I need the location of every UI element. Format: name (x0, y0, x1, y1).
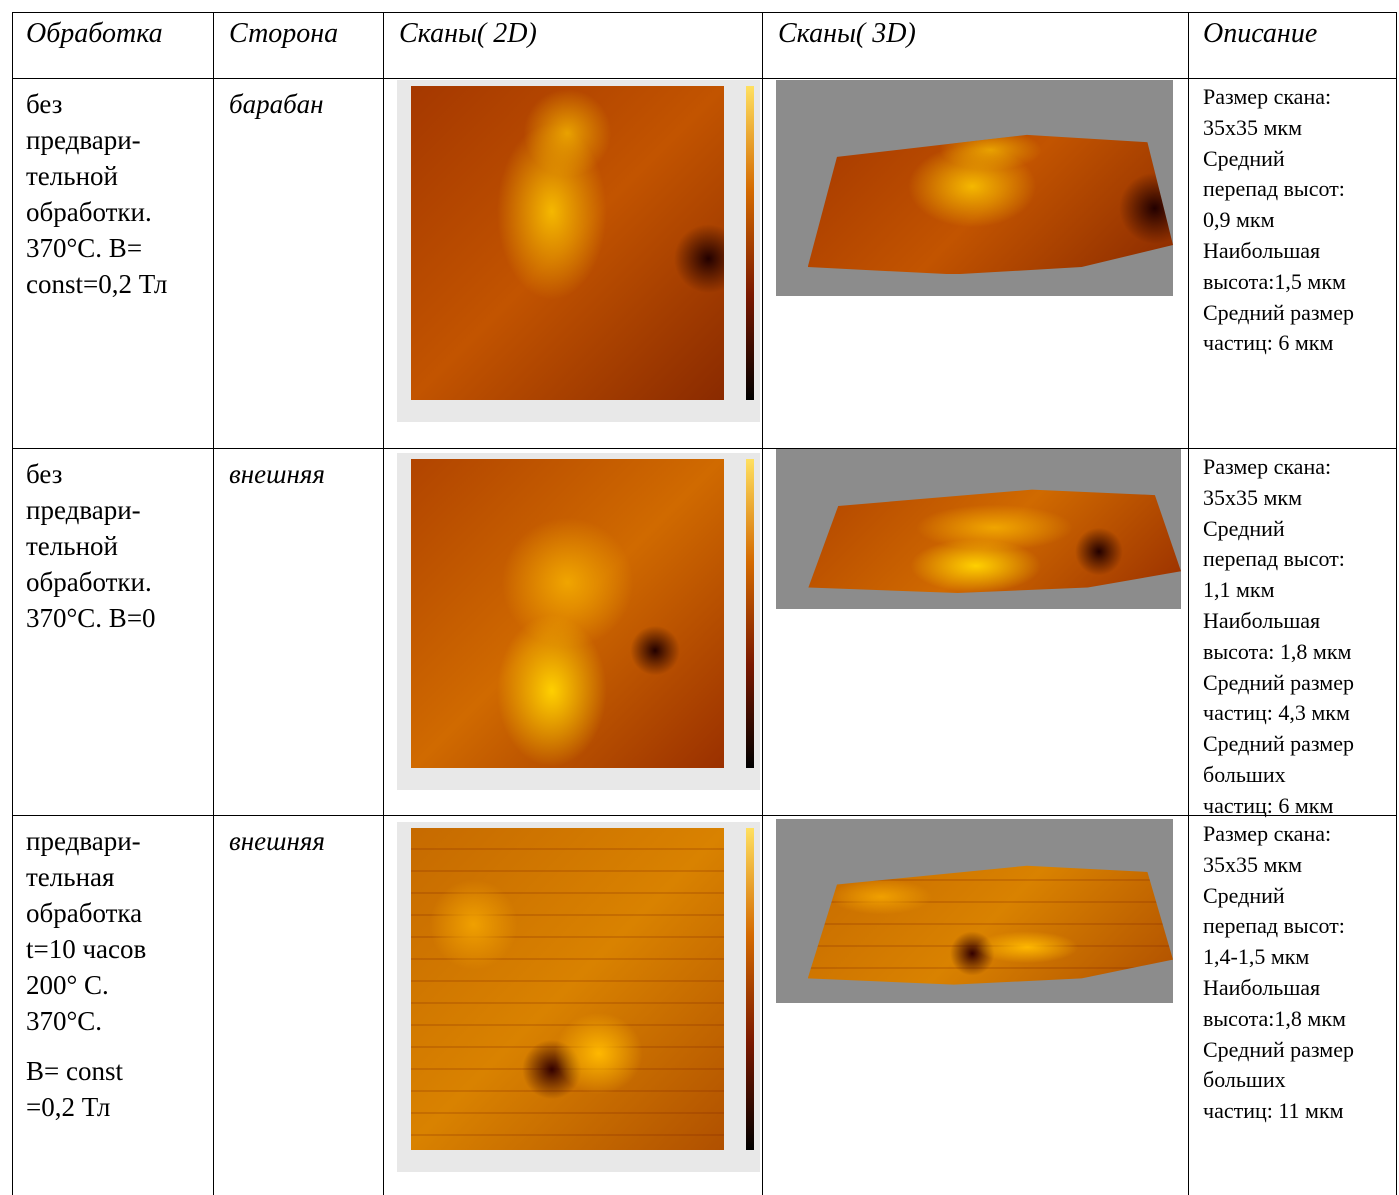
text-line: высота:1,5 мкм (1203, 267, 1354, 298)
page: Обработка Сторона Сканы( 2D) Сканы( 3D) Опис… (0, 0, 1399, 1195)
text-line: высота:1,8 мкм (1203, 1004, 1354, 1035)
color-scale (746, 459, 754, 768)
text-line: без (26, 86, 167, 122)
surface (808, 484, 1181, 593)
text-line: Средний размер (1203, 298, 1354, 329)
text-line: Наибольшая (1203, 973, 1354, 1004)
text-line: тельная (26, 859, 146, 895)
text-line: 35x35 мкм (1203, 483, 1354, 514)
text-line: частиц: 6 мкм (1203, 328, 1354, 359)
table-border (383, 12, 384, 1195)
text-line: Средний размер (1203, 1035, 1354, 1066)
text-line: Средний (1203, 514, 1354, 545)
scan-2d-image (397, 80, 760, 422)
height-map (411, 828, 724, 1150)
column-header: Сторона (229, 18, 338, 50)
table-border (1396, 12, 1397, 1195)
side-cell: внешняя (229, 456, 325, 492)
color-scale (746, 86, 754, 400)
text-line: больших (1203, 760, 1354, 791)
text-line: Наибольшая (1203, 236, 1354, 267)
column-header: Описание (1203, 18, 1317, 50)
text-line: Средний размер (1203, 729, 1354, 760)
text-line: Средний размер (1203, 668, 1354, 699)
text-line: t=10 часов (26, 931, 146, 967)
text-line: предвари- (26, 122, 167, 158)
text-line: 370°C. (26, 1003, 146, 1039)
side-cell: внешняя (229, 823, 325, 859)
surface (808, 859, 1173, 984)
text-line: без (26, 456, 156, 492)
text-line: высота: 1,8 мкм (1203, 637, 1354, 668)
text-line: предвари- (26, 492, 156, 528)
text-line: частиц: 6 мкм (1203, 791, 1354, 822)
text-line: 1,4-1,5 мкм (1203, 942, 1354, 973)
scan-3d-image (776, 449, 1181, 609)
text-line: перепад высот: (1203, 174, 1354, 205)
text-line: 0,9 мкм (1203, 205, 1354, 236)
height-map (411, 86, 724, 400)
text-line: 35x35 мкм (1203, 850, 1354, 881)
table-border (1188, 12, 1189, 1195)
text-line: Размер скана: (1203, 819, 1354, 850)
table-border (12, 12, 1397, 13)
text-line: 1,1 мкм (1203, 575, 1354, 606)
text-line: =0,2 Тл (26, 1089, 146, 1125)
text-line: 370°C. B=0 (26, 600, 156, 636)
text-line: частиц: 4,3 мкм (1203, 698, 1354, 729)
text-line: Размер скана: (1203, 452, 1354, 483)
text-line: const=0,2 Тл (26, 266, 167, 302)
text-line: перепад высот: (1203, 911, 1354, 942)
text-line: обработки. (26, 194, 167, 230)
table-border (213, 12, 214, 1195)
table-border (12, 12, 13, 1195)
text-line: 200° C. (26, 967, 146, 1003)
text-line: 370°C. B= (26, 230, 167, 266)
column-header: Сканы( 3D) (778, 18, 916, 50)
text-line: обработки. (26, 564, 156, 600)
column-header: Сканы( 2D) (399, 18, 537, 50)
text-line: обработка (26, 895, 146, 931)
text-line: больших (1203, 1065, 1354, 1096)
scan-2d-image (397, 453, 760, 790)
text-line: предвари- (26, 823, 146, 859)
height-map (411, 459, 724, 768)
table-border (12, 78, 1397, 79)
text-line: тельной (26, 528, 156, 564)
text-line: 35x35 мкм (1203, 113, 1354, 144)
text-line: Наибольшая (1203, 606, 1354, 637)
text-line: B= const (26, 1053, 146, 1089)
surface (808, 128, 1173, 275)
text-line: Средний (1203, 881, 1354, 912)
text-line: тельной (26, 158, 167, 194)
table-border (762, 12, 763, 1195)
scan-2d-image (397, 822, 760, 1172)
text-line: частиц: 11 мкм (1203, 1096, 1354, 1127)
scan-3d-image (776, 80, 1173, 296)
text-line: перепад высот: (1203, 544, 1354, 575)
side-cell: барабан (229, 86, 324, 122)
column-header: Обработка (26, 18, 163, 50)
color-scale (746, 828, 754, 1150)
text-line: Размер скана: (1203, 82, 1354, 113)
table-border (12, 815, 1397, 816)
text-line: Средний (1203, 144, 1354, 175)
table-border (12, 448, 1397, 449)
paragraph: B= const=0,2 Тл (26, 1053, 146, 1125)
scan-3d-image (776, 819, 1173, 1003)
